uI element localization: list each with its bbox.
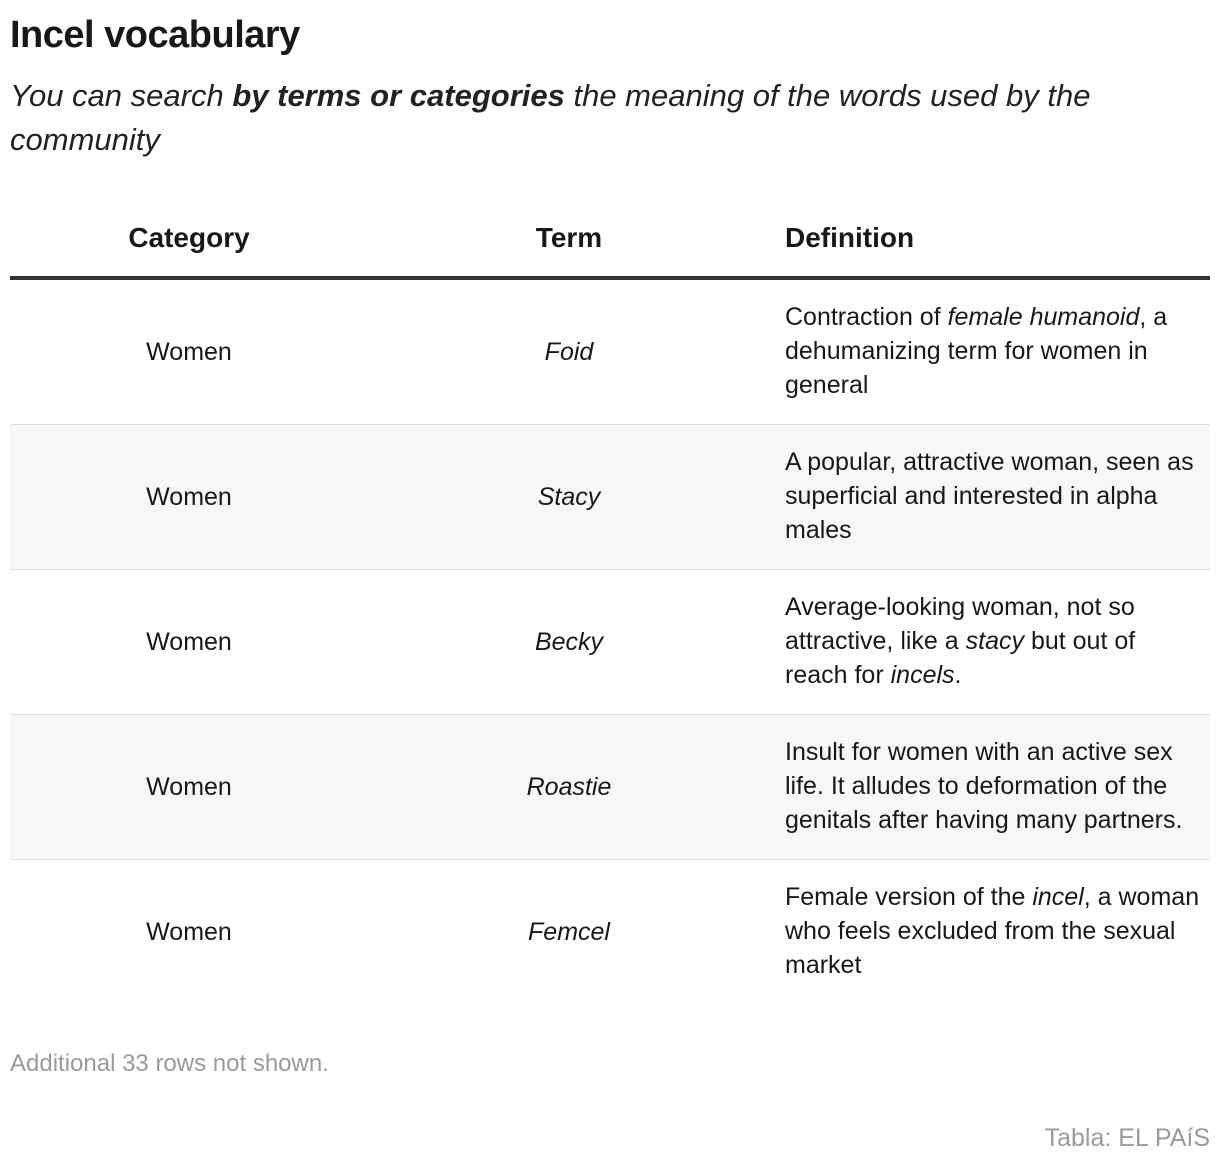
column-header-category[interactable]: Category [10, 200, 368, 280]
term-cell: Becky [368, 569, 770, 715]
table-row: Women Becky Average-looking woman, not so … [10, 569, 1210, 715]
term-cell: Femcel [528, 918, 610, 946]
table-row: Women Femcel Female version of the incel, … [10, 860, 1210, 1005]
subtitle-bold-text: by terms or categories [232, 78, 565, 113]
rows-not-shown-note: Additional 33 rows not shown. [10, 1050, 329, 1077]
category-cell: Women [10, 424, 368, 570]
term-cell: Foid [368, 278, 770, 425]
chart-subtitle: You can search by terms or categories th… [10, 74, 1190, 162]
definition-emphasis: incels [890, 661, 955, 689]
definition-emphasis: stacy [965, 627, 1024, 655]
category-cell: Women [146, 918, 232, 946]
table-body: Women Foid Contraction of female humanoid,… [10, 278, 1210, 1004]
chart-title: Incel vocabulary [10, 14, 300, 56]
definition-cell: Average-looking woman, not so attractive… [770, 569, 1210, 715]
definition-emphasis: female humanoid [947, 303, 1140, 331]
definition-text: Contraction of [785, 303, 948, 331]
category-cell: Women [10, 278, 368, 425]
definition-text: A popular, attractive woman, seen as sup… [785, 448, 1194, 544]
subtitle-text-end: the meaning of the words used by the com… [10, 78, 1091, 157]
subtitle-text-start: You can search [10, 78, 233, 113]
category-cell: Women [10, 569, 368, 715]
table-row: Women Stacy A popular, attractive woman, s… [10, 424, 1210, 570]
definition-text: Female version of the [785, 883, 1033, 911]
definition-cell: A popular, attractive woman, seen as sup… [770, 424, 1210, 570]
column-header-term[interactable]: Term [368, 200, 770, 280]
term-cell: Roastie [368, 714, 770, 860]
definition-text: , a woman who feels excluded from the se… [785, 883, 1200, 979]
category-cell: Women [10, 714, 368, 860]
definition-text: but out of reach for [785, 627, 1136, 689]
definition-cell: Contraction of female humanoid, a dehuma… [770, 278, 1210, 425]
definition-cell: Insult for women with an active sex life… [770, 714, 1210, 860]
definition-text: . [954, 661, 962, 689]
column-header-definition[interactable]: Definition [770, 200, 1210, 280]
vocabulary-table: Category Term Definition Women Foid Contra… [10, 200, 1210, 1004]
definition-text: Insult for women with an active sex life… [785, 738, 1183, 834]
definition-text: Average-looking woman, not so attractive… [785, 593, 1135, 655]
definition-cell: Female version of the incel, a woman who… [770, 860, 1210, 1005]
table-row: Women Foid Contraction of female humanoid,… [10, 278, 1210, 425]
definition-emphasis: incel [1032, 883, 1084, 911]
table-row: Women Roastie Insult for women with an act… [10, 714, 1210, 860]
source-credit: Tabla: EL PAíS [1044, 1124, 1210, 1152]
definition-text: , a dehumanizing term for women in gener… [785, 303, 1168, 399]
term-cell: Stacy [368, 424, 770, 570]
table-header-row: Category Term Definition [10, 200, 1210, 280]
